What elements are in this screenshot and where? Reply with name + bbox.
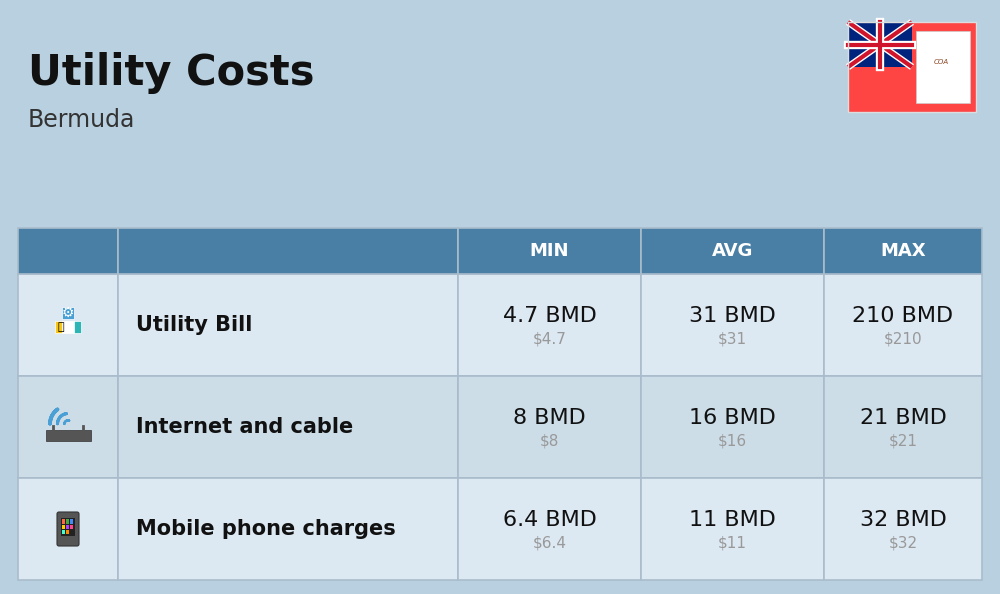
Bar xyxy=(641,228,824,274)
Bar xyxy=(18,478,118,580)
Text: $6.4: $6.4 xyxy=(532,536,566,551)
Text: 6.4 BMD: 6.4 BMD xyxy=(503,510,596,530)
Text: ⚙: ⚙ xyxy=(62,306,74,320)
Text: Utility Costs: Utility Costs xyxy=(28,52,314,94)
Text: $21: $21 xyxy=(889,434,918,448)
Text: $31: $31 xyxy=(718,331,747,346)
Text: 4.7 BMD: 4.7 BMD xyxy=(503,306,596,326)
Bar xyxy=(66,519,69,523)
Bar xyxy=(824,228,982,274)
Text: $4.7: $4.7 xyxy=(533,331,566,346)
Bar xyxy=(62,519,65,523)
Text: 21 BMD: 21 BMD xyxy=(860,408,946,428)
FancyBboxPatch shape xyxy=(57,512,79,546)
Text: 11 BMD: 11 BMD xyxy=(689,510,776,530)
Bar xyxy=(848,22,976,112)
Text: $210: $210 xyxy=(884,331,922,346)
Bar xyxy=(916,31,970,103)
Text: $11: $11 xyxy=(718,536,747,551)
Bar xyxy=(70,525,73,529)
Text: $16: $16 xyxy=(718,434,747,448)
Text: 31 BMD: 31 BMD xyxy=(689,306,776,326)
Text: 🔌: 🔌 xyxy=(57,323,64,333)
Text: Mobile phone charges: Mobile phone charges xyxy=(136,519,396,539)
Text: Utility Bill: Utility Bill xyxy=(136,315,252,335)
Text: 32 BMD: 32 BMD xyxy=(860,510,946,530)
Bar xyxy=(848,22,912,67)
Bar xyxy=(824,478,982,580)
Text: $8: $8 xyxy=(540,434,559,448)
Text: MAX: MAX xyxy=(880,242,926,260)
Bar xyxy=(118,274,458,376)
Bar xyxy=(70,519,73,523)
Bar xyxy=(61,517,75,536)
Bar xyxy=(66,530,69,535)
Bar xyxy=(69,321,81,333)
Bar xyxy=(62,525,65,529)
Text: Bermuda: Bermuda xyxy=(28,108,135,132)
Bar xyxy=(62,307,74,319)
Bar xyxy=(62,530,65,535)
Bar xyxy=(641,478,824,580)
Bar xyxy=(458,376,641,478)
Text: MIN: MIN xyxy=(530,242,569,260)
Bar xyxy=(824,274,982,376)
Text: Internet and cable: Internet and cable xyxy=(136,417,353,437)
Bar xyxy=(458,478,641,580)
Text: $32: $32 xyxy=(888,536,918,551)
Bar xyxy=(18,274,118,376)
Bar xyxy=(118,478,458,580)
Bar xyxy=(641,376,824,478)
Bar xyxy=(18,228,118,274)
Bar xyxy=(458,228,641,274)
Bar xyxy=(62,321,74,333)
Bar xyxy=(46,430,90,441)
Bar xyxy=(641,274,824,376)
Bar xyxy=(458,274,641,376)
Text: 8 BMD: 8 BMD xyxy=(513,408,586,428)
Bar xyxy=(66,525,69,529)
Bar xyxy=(118,376,458,478)
Text: 210 BMD: 210 BMD xyxy=(852,306,954,326)
Text: 16 BMD: 16 BMD xyxy=(689,408,776,428)
Text: COA: COA xyxy=(934,59,949,65)
Bar xyxy=(824,376,982,478)
Bar xyxy=(118,228,458,274)
Bar xyxy=(18,376,118,478)
Text: AVG: AVG xyxy=(712,242,753,260)
Bar xyxy=(848,22,976,112)
Bar xyxy=(55,321,67,333)
